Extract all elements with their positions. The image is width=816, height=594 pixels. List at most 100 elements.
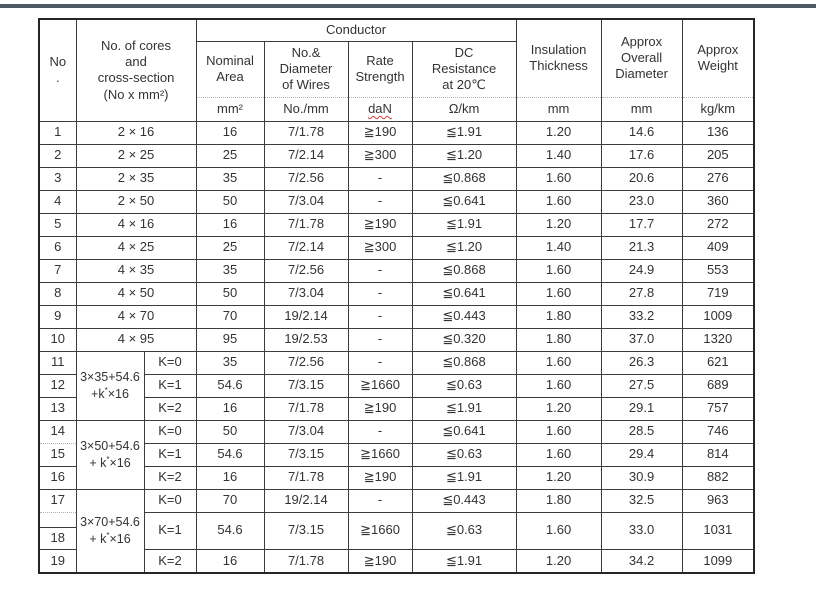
cores-group-line2: +k*×16 [77,386,144,403]
rate-cell: ≧190 [347,212,413,237]
no-cell: 1 [38,120,77,145]
rate-cell: - [347,350,413,375]
dc-cell: ≦1.91 [411,465,517,490]
header-conductor: Conductor [195,18,517,42]
ins-cell: 1.20 [515,396,602,421]
data-row: 10 4 × 95 95 19/2.53 - ≦0.320 1.80 37.0 … [38,327,755,352]
dia-cell: 26.3 [600,350,683,375]
area-cell: 70 [195,304,265,329]
wt-cell: 689 [681,373,755,398]
rate-cell: - [347,166,413,191]
wt-cell: 1099 [681,548,755,574]
data-row: 9 4 × 70 70 19/2.14 - ≦0.443 1.80 33.2 1… [38,304,755,329]
group-formula-suffix: ×16 [107,386,129,401]
wires-cell: 19/2.53 [263,327,349,352]
cores-cell: 2 × 16 [75,120,197,145]
unit-insulation: mm [515,96,602,122]
ins-cell: 1.60 [515,189,602,214]
area-cell: 50 [195,419,265,444]
data-row: 3 2 × 35 35 7/2.56 - ≦0.868 1.60 20.6 27… [38,166,755,191]
wires-cell: 7/3.04 [263,281,349,306]
cores-cell: 2 × 35 [75,166,197,191]
dia-cell: 34.2 [600,548,683,574]
dc-cell: ≦0.641 [411,189,517,214]
header-dc-resistance: DC Resistance at 20℃ [411,40,517,98]
k-cell: K=1 [143,511,197,550]
ins-cell: 1.60 [515,419,602,444]
wires-cell: 7/3.15 [263,511,349,550]
dc-cell: ≦1.91 [411,120,517,145]
wires-cell: 7/2.56 [263,166,349,191]
header-no: No . [38,18,77,122]
cores-cell: 4 × 70 [75,304,197,329]
no-cell: 10 [38,327,77,352]
area-cell: 95 [195,327,265,352]
k-cell: K=2 [143,548,197,574]
no-cell: 8 [38,281,77,306]
data-row: 5 4 × 16 16 7/1.78 ≧190 ≦1.91 1.20 17.7 … [38,212,755,237]
dia-cell: 33.0 [600,511,683,550]
group-formula-prefix: +k [91,386,105,401]
unit-rate-label: daN [368,100,392,116]
dia-cell: 32.5 [600,488,683,513]
ins-cell: 1.60 [515,281,602,306]
no-cell: 18 [38,526,77,550]
conductor-spec-table: No . No. of cores and cross-section (No … [38,18,756,574]
data-row: 18 [38,526,754,550]
no-cell: 14 [38,419,77,444]
dc-cell: ≦1.91 [411,212,517,237]
ins-cell: 1.20 [515,548,602,574]
wt-cell: 360 [681,189,755,214]
wt-cell: 882 [681,465,755,490]
rate-cell: ≧1660 [347,442,413,467]
data-row: 14 3×50+54.6 + k*×16 K=0 50 7/3.04 - ≦0.6… [38,419,755,490]
dia-cell: 17.7 [600,212,683,237]
rate-cell: - [347,189,413,214]
header-wires: No.& Diameter of Wires [263,40,349,98]
wt-cell: 409 [681,235,755,260]
wt-cell: 1009 [681,304,755,329]
dc-cell: ≦1.20 [411,143,517,168]
no-cell: 15 [38,442,77,467]
dia-cell: 14.6 [600,120,683,145]
wt-cell: 719 [681,281,755,306]
data-row: 13 K=2 16 7/1.78 ≧190 ≦1.91 1.20 29.1 75… [38,396,755,421]
dia-cell: 29.4 [600,442,683,467]
no-cell: 5 [38,212,77,237]
ins-cell: 1.20 [515,465,602,490]
ins-cell: 1.20 [515,120,602,145]
dc-cell: ≦0.443 [411,304,517,329]
area-cell: 16 [195,212,265,237]
area-cell: 16 [195,120,265,145]
group-star: * [104,385,108,395]
header-row-sub: Nominal Area No.& Diameter of Wires Rate… [39,40,754,98]
k-cell: K=0 [143,350,197,375]
dc-cell: ≦0.868 [411,350,517,375]
dia-cell: 29.1 [600,396,683,421]
data-row: 11 3×35+54.6 +k*×16 K=0 35 7/2.56 - ≦0.86… [38,350,755,421]
wt-cell: 276 [681,166,755,191]
dc-cell: ≦0.868 [411,258,517,283]
data-row: 17 3×70+54.6 + k*×16 K=0 70 19/2.14 - ≦0.… [38,488,755,574]
data-row: 16 K=2 16 7/1.78 ≧190 ≦1.91 1.20 30.9 88… [38,465,755,490]
group-star: * [106,530,110,540]
data-row: 4 2 × 50 50 7/3.04 - ≦0.641 1.60 23.0 36… [38,189,755,214]
no-cell: 17 [38,488,77,513]
data-row: 6 4 × 25 25 7/2.14 ≧300 ≦1.20 1.40 21.3 … [38,235,755,260]
dc-cell: ≦0.63 [411,373,517,398]
data-row: 15 K=1 54.6 7/3.15 ≧1660 ≦0.63 1.60 29.4… [38,442,755,467]
data-row: 8 4 × 50 50 7/3.04 - ≦0.641 1.60 27.8 71… [38,281,755,306]
k-cell: K=1 [143,442,197,467]
wires-cell: 7/1.78 [263,120,349,145]
unit-wires: No./mm [263,96,349,122]
ins-cell: 1.60 [515,350,602,375]
data-row-spacer: K=1 54.6 7/3.15 ≧1660 ≦0.63 1.60 33.0 10… [38,511,755,550]
data-row: 12 K=1 54.6 7/3.15 ≧1660 ≦0.63 1.60 27.5… [38,373,755,398]
cores-cell: 4 × 95 [75,327,197,352]
dc-cell: ≦1.20 [411,235,517,260]
header-weight: Approx Weight [681,18,755,98]
rate-cell: ≧300 [347,235,413,260]
cores-group-cell: 3×35+54.6 +k*×16 [75,350,145,421]
area-cell: 54.6 [195,442,265,467]
